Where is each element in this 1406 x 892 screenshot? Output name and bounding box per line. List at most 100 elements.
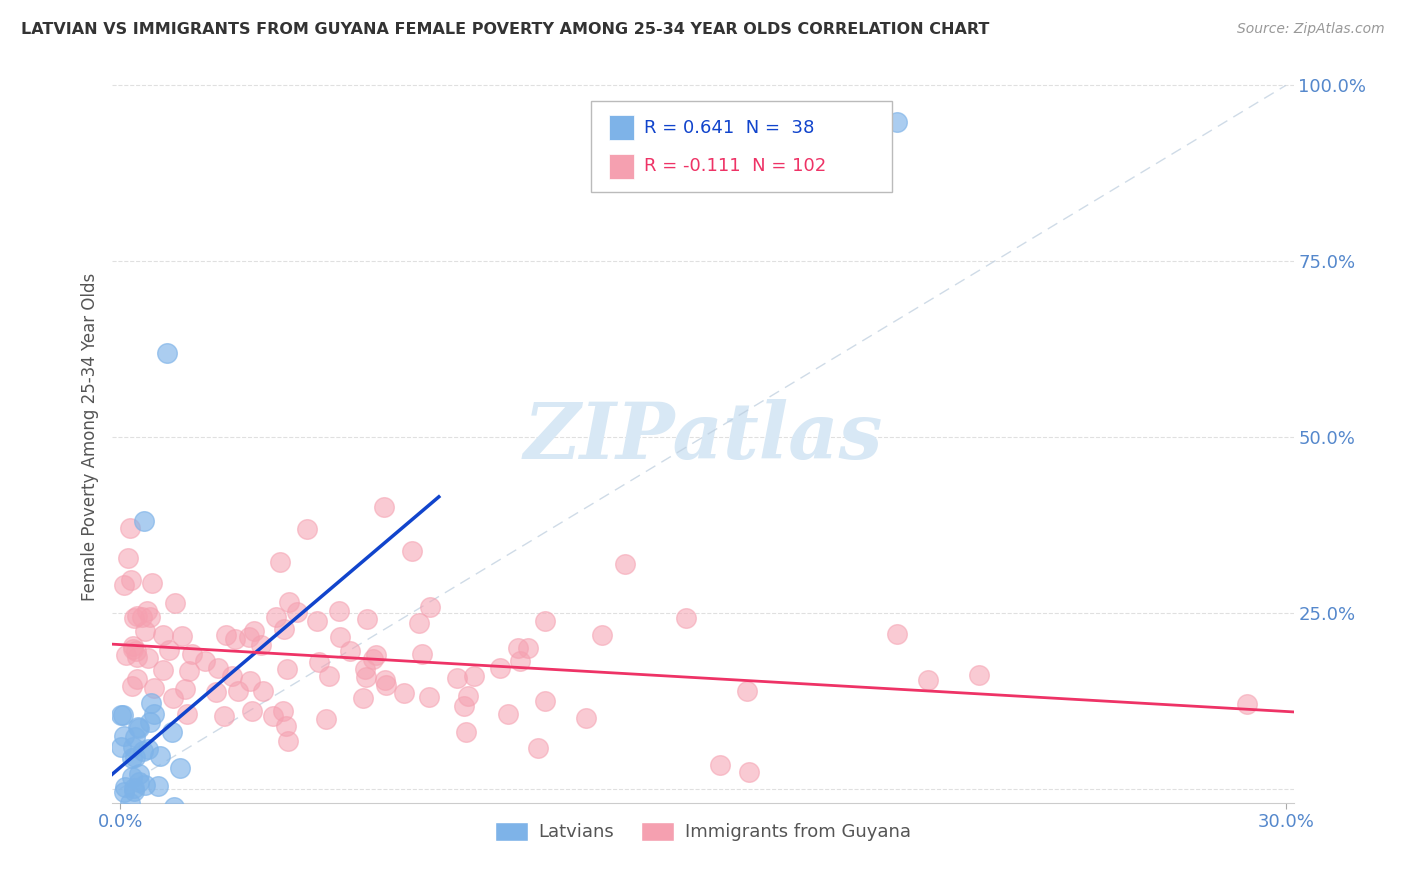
Point [675,610,697,624]
Point [114,780,136,794]
Point [354,670,377,684]
Point [591,628,613,642]
Point [969,667,991,681]
Point [136,866,159,880]
Point [152,664,174,678]
Point [366,648,388,663]
Point [110,708,132,723]
Point [157,643,180,657]
Point [132,515,155,529]
Point [214,628,236,642]
Point [138,715,160,730]
Point [121,679,143,693]
Point [120,797,142,811]
Point [115,648,138,663]
Point [353,662,375,676]
Point [205,685,228,699]
Point [356,611,378,625]
Point [329,630,352,644]
Point [172,629,194,643]
Point [148,749,170,764]
Point [454,725,477,739]
Point [125,609,148,624]
Point [318,669,340,683]
Point [240,704,263,718]
Point [177,664,200,678]
Point [181,647,204,661]
Point [115,806,138,821]
Bar [609,153,634,179]
Point [1236,698,1258,712]
Point [411,647,433,661]
Point [527,741,550,756]
Point [392,686,415,700]
Point [262,709,284,723]
Point [121,770,143,784]
Point [243,624,266,638]
Point [141,576,163,591]
Point [328,604,350,618]
Y-axis label: Female Poverty Among 25-34 Year Olds: Female Poverty Among 25-34 Year Olds [80,273,98,601]
Point [361,652,384,666]
Point [134,624,156,639]
Point [122,639,145,653]
Point [128,766,150,780]
Point [886,115,908,129]
Point [401,544,423,558]
Point [169,761,191,775]
Point [339,644,361,658]
Point [509,655,531,669]
Point [250,638,273,652]
Point [112,578,135,592]
Point [135,807,157,822]
Point [496,706,519,721]
Point [139,697,162,711]
Point [508,640,530,655]
Point [176,706,198,721]
Text: R = 0.641  N =  38: R = 0.641 N = 38 [644,119,814,136]
Point [709,757,731,772]
Text: LATVIAN VS IMMIGRANTS FROM GUYANA FEMALE POVERTY AMONG 25-34 YEAR OLDS CORRELATI: LATVIAN VS IMMIGRANTS FROM GUYANA FEMALE… [21,22,990,37]
Point [295,521,318,535]
Point [489,661,512,675]
Point [463,669,485,683]
Point [735,683,758,698]
Point [125,673,148,687]
Point [374,673,396,688]
Point [156,345,179,359]
Point [124,730,146,744]
Point [446,671,468,685]
Point [738,764,761,779]
Point [117,550,139,565]
Point [128,774,150,789]
Point [121,751,143,765]
Point [122,813,145,827]
Point [453,699,475,714]
Point [122,642,145,657]
Point [315,713,337,727]
Text: ZIPatlas: ZIPatlas [523,399,883,475]
Point [221,669,243,683]
Point [575,711,598,725]
Legend: Latvians, Immigrants from Guyana: Latvians, Immigrants from Guyana [488,814,918,848]
Point [132,743,155,757]
Point [120,521,142,535]
Point [160,725,183,739]
Point [418,690,440,705]
Point [148,779,170,793]
Point [239,673,262,688]
Point [152,628,174,642]
Point [308,656,330,670]
FancyBboxPatch shape [591,101,891,192]
Point [534,614,557,628]
Point [131,609,153,624]
Point [273,622,295,636]
Point [307,614,329,628]
Point [124,839,146,854]
Point [274,719,297,733]
Point [124,784,146,798]
Point [136,741,159,756]
Point [277,733,299,747]
Point [264,610,287,624]
Point [121,740,143,755]
